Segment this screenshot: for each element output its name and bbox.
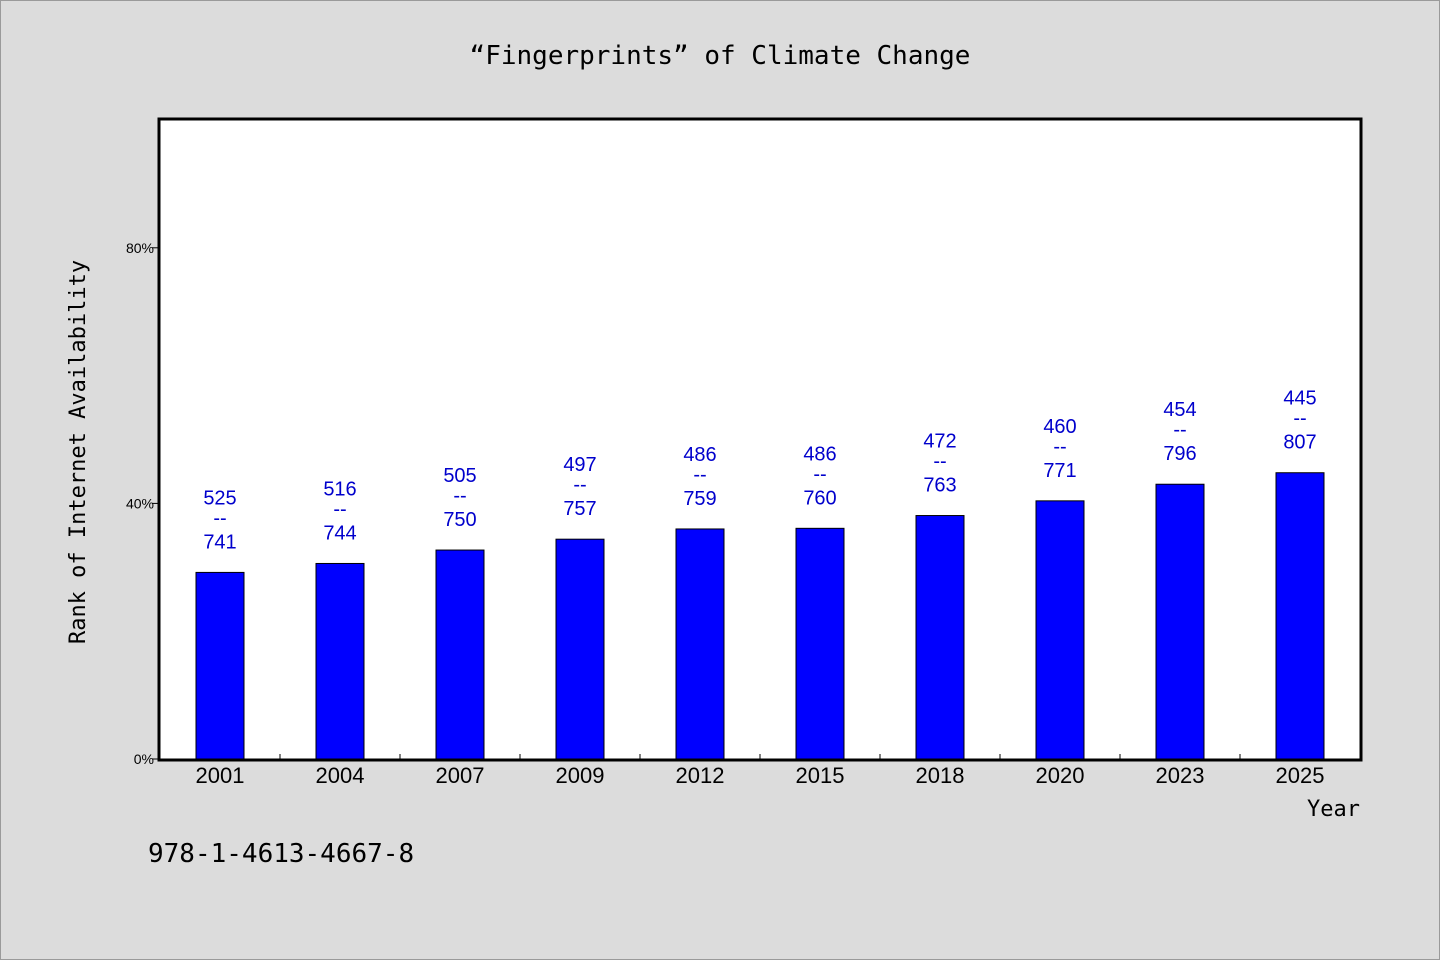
bar-labels: 525--741516--744505--750497--757486--759… bbox=[203, 388, 1316, 554]
bar-label-bottom: 796 bbox=[1163, 443, 1196, 465]
y-tick-label: 40% bbox=[126, 495, 154, 511]
isbn-label: 978-1-4613-4667-8 bbox=[148, 839, 414, 869]
x-tick-label: 2004 bbox=[316, 763, 365, 788]
bar-label-top: 445 bbox=[1283, 388, 1316, 410]
x-axis: 2001 2004 2007 2009 2012 2015 2018 2020 2023 2025 bbox=[196, 754, 1325, 788]
y-tick-label: 80% bbox=[126, 240, 154, 256]
bar-label-separator: -- bbox=[933, 451, 946, 473]
bar bbox=[915, 515, 965, 760]
bar-label-bottom: 741 bbox=[203, 531, 236, 553]
bar bbox=[1275, 472, 1325, 760]
x-tick-label: 2007 bbox=[436, 763, 485, 788]
bar-label-bottom: 757 bbox=[563, 498, 596, 520]
bar-label-bottom: 763 bbox=[923, 475, 956, 497]
x-tick-label: 2015 bbox=[796, 763, 845, 788]
bar-label-bottom: 771 bbox=[1043, 460, 1076, 482]
bar-label-separator: -- bbox=[1173, 419, 1186, 441]
bar-label-separator: -- bbox=[1293, 408, 1306, 430]
bar-label-top: 460 bbox=[1043, 416, 1076, 438]
bar bbox=[675, 528, 725, 760]
x-tick-label: 2009 bbox=[556, 763, 605, 788]
bar-label-bottom: 760 bbox=[803, 487, 836, 509]
bar-label-top: 505 bbox=[443, 465, 476, 487]
bar-label-separator: -- bbox=[573, 474, 586, 496]
bar bbox=[795, 527, 845, 760]
bar-label-bottom: 744 bbox=[323, 522, 356, 544]
x-tick-label: 2025 bbox=[1276, 763, 1325, 788]
y-axis-label: Rank of Internet Availability bbox=[66, 260, 91, 644]
bar-label-top: 454 bbox=[1163, 399, 1196, 421]
bar-label-separator: -- bbox=[333, 498, 346, 520]
bar-label-bottom: 807 bbox=[1283, 432, 1316, 454]
bar-label-top: 486 bbox=[683, 444, 716, 466]
bar-label-bottom: 750 bbox=[443, 509, 476, 531]
bar-label-bottom: 759 bbox=[683, 488, 716, 510]
bar-label-separator: -- bbox=[213, 507, 226, 529]
x-tick-label: 2001 bbox=[196, 763, 245, 788]
bar bbox=[1155, 483, 1205, 760]
bar bbox=[1035, 500, 1085, 760]
bars bbox=[195, 472, 1325, 760]
chart-title: “Fingerprints” of Climate Change bbox=[470, 41, 971, 71]
x-axis-label: Year bbox=[1307, 797, 1360, 822]
bar-label-top: 472 bbox=[923, 431, 956, 453]
x-tick-label: 2012 bbox=[676, 763, 725, 788]
bar-label-top: 486 bbox=[803, 443, 836, 465]
y-axis: 0% 40% 80% bbox=[126, 240, 160, 767]
bar bbox=[315, 562, 365, 760]
bar-label-top: 525 bbox=[203, 487, 236, 509]
bar-label-separator: -- bbox=[813, 463, 826, 485]
bar-label-top: 497 bbox=[563, 454, 596, 476]
x-tick-label: 2023 bbox=[1156, 763, 1205, 788]
bar bbox=[195, 571, 245, 760]
bar bbox=[435, 549, 485, 760]
bar-label-separator: -- bbox=[1053, 436, 1066, 458]
bar bbox=[555, 538, 605, 760]
bar-label-separator: -- bbox=[453, 485, 466, 507]
y-tick-label: 0% bbox=[134, 751, 154, 767]
bar-label-top: 516 bbox=[323, 478, 356, 500]
bar-label-separator: -- bbox=[693, 464, 706, 486]
x-tick-label: 2020 bbox=[1036, 763, 1085, 788]
x-tick-label: 2018 bbox=[916, 763, 965, 788]
